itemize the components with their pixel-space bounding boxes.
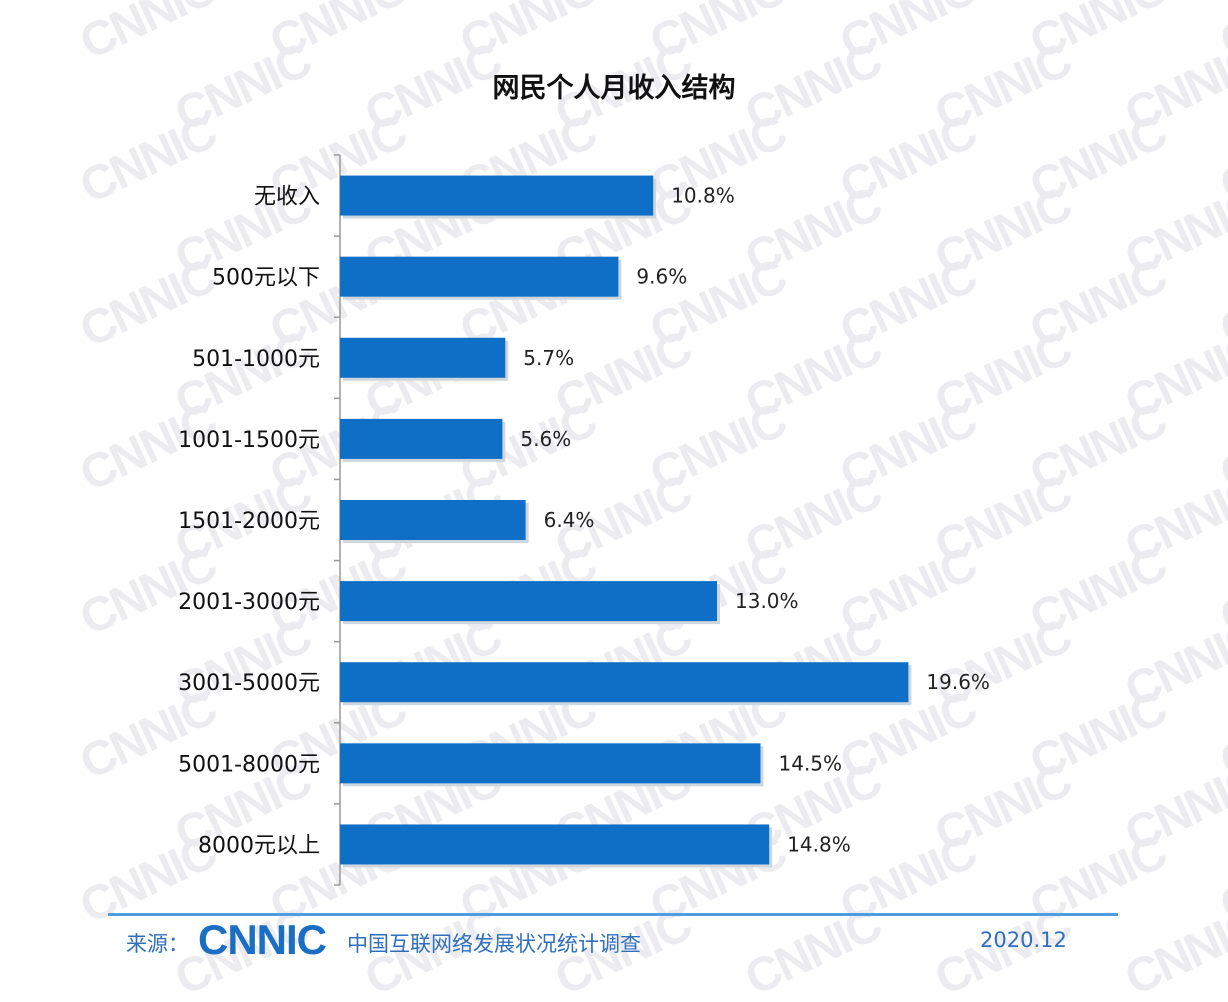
value-label: 19.6% (926, 670, 990, 694)
category-label: 2001-3000元 (178, 590, 320, 615)
category-label: 3001-5000元 (178, 671, 320, 696)
cnnic-logo: CNNIC (198, 916, 328, 962)
category-label: 501-1000元 (192, 347, 320, 372)
value-label: 9.6% (636, 265, 687, 289)
footer-divider (108, 913, 1118, 916)
value-label: 5.6% (520, 427, 571, 451)
bar (340, 337, 506, 378)
bar (340, 418, 503, 459)
category-label: 500元以下 (212, 266, 320, 291)
value-label: 14.5% (779, 751, 843, 775)
category-label: 无收入 (254, 185, 320, 210)
category-label: 8000元以上 (198, 833, 320, 858)
chart-title: 网民个人月收入结构 (492, 73, 736, 104)
bar (340, 500, 526, 540)
category-label: 1001-1500元 (178, 428, 320, 453)
bar (340, 256, 619, 297)
value-label: 13.0% (735, 589, 799, 613)
logo-subtitle: 中国互联网络发展状况统计调查 (347, 932, 641, 956)
category-label: 1501-2000元 (178, 509, 320, 534)
value-label: 6.4% (544, 508, 595, 532)
svg-text:CNNIC: CNNIC (198, 916, 327, 962)
bar (340, 175, 654, 216)
bar (340, 662, 909, 703)
bar (340, 824, 770, 865)
category-label: 5001-8000元 (178, 752, 320, 777)
value-label: 5.7% (523, 346, 574, 370)
report-date: 2020.12 (980, 928, 1067, 952)
source-label: 来源： (126, 932, 189, 956)
bar (340, 743, 761, 784)
bar (340, 581, 717, 622)
value-label: 14.8% (787, 832, 851, 856)
value-label: 10.8% (671, 184, 735, 208)
